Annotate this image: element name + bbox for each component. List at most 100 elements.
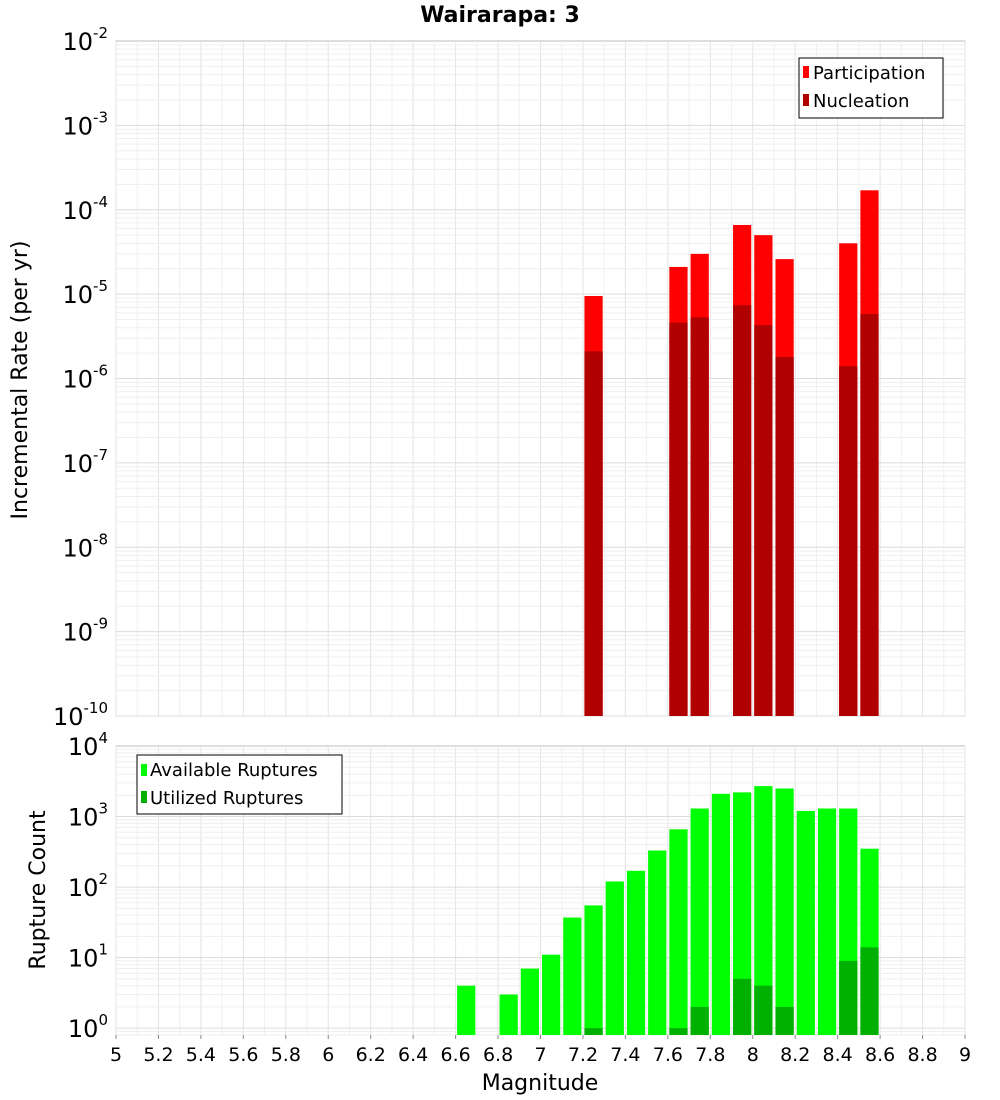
x-tick-label: 6.4 <box>398 1044 428 1066</box>
tick-base: 10 <box>68 874 99 902</box>
legend-label-utilized: Utilized Ruptures <box>150 788 303 809</box>
utilized-ruptures-bar <box>690 1006 709 1035</box>
bottom-y-tick-label: 103 <box>68 800 108 832</box>
bottom-y-tick-label: 102 <box>68 870 108 902</box>
top-gridlines <box>115 41 966 717</box>
nucleation-bar <box>733 305 752 716</box>
nucleation-bar <box>754 325 773 716</box>
x-tick-label: 8.6 <box>865 1044 895 1066</box>
utilized-ruptures-bar <box>754 985 773 1035</box>
x-tick-label: 5 <box>110 1044 122 1066</box>
tick-exponent: -7 <box>93 446 108 464</box>
utilized-ruptures-bar <box>733 978 752 1035</box>
x-tick-label: 6.8 <box>483 1044 513 1066</box>
tick-base: 10 <box>62 366 93 394</box>
available-ruptures-bar <box>733 792 752 1035</box>
bottom-y-tick-label: 104 <box>68 729 108 761</box>
tick-exponent: 1 <box>98 941 108 959</box>
x-ticks: 5 5.2 5.4 5.6 5.8 6 6.2 6.4 6.6 6.8 7 7.2 7.4 7.6 7.8 8… <box>110 1035 971 1066</box>
tick-exponent: -2 <box>93 24 108 42</box>
nucleation-bar <box>775 356 794 716</box>
legend-label-nucleation: Nucleation <box>813 91 909 112</box>
top-y-tick-label: 10-5 <box>62 277 108 309</box>
top-y-tick-label: 10-8 <box>62 530 108 562</box>
utilized-ruptures-bar <box>860 947 879 1035</box>
available-ruptures-bar <box>775 788 794 1035</box>
nucleation-bar <box>839 366 858 716</box>
legend-label-participation: Participation <box>813 63 925 84</box>
tick-exponent: -10 <box>84 699 109 717</box>
x-tick-label: 6.2 <box>356 1044 386 1066</box>
top-bars <box>584 190 879 717</box>
tick-base: 10 <box>68 733 99 761</box>
tick-exponent: -3 <box>93 108 108 126</box>
tick-base: 10 <box>62 281 93 309</box>
bottom-legend: Available Ruptures Utilized Ruptures <box>136 754 343 815</box>
legend-swatch-available <box>141 764 147 776</box>
tick-base: 10 <box>62 534 93 562</box>
x-axis-label: Magnitude <box>482 1071 599 1096</box>
tick-exponent: 4 <box>98 729 108 747</box>
available-ruptures-bar <box>499 994 518 1035</box>
chart-title: Wairarapa: 3 <box>420 3 580 28</box>
top-legend-box <box>798 57 944 119</box>
nucleation-bar <box>669 322 688 716</box>
top-legend: Participation Nucleation <box>798 57 944 119</box>
utilized-ruptures-bar <box>775 1006 794 1035</box>
bottom-y-tick-label: 101 <box>68 941 108 973</box>
nucleation-bar <box>860 314 879 716</box>
legend-swatch-utilized <box>141 791 147 803</box>
tick-base: 10 <box>62 619 93 647</box>
x-tick-label: 8.8 <box>907 1044 937 1066</box>
tick-base: 10 <box>68 945 99 973</box>
available-ruptures-bar <box>584 905 603 1035</box>
x-tick-label: 6.6 <box>440 1044 470 1066</box>
bottom-legend-box <box>136 754 343 815</box>
nucleation-bar <box>584 351 603 716</box>
utilized-ruptures-bar <box>584 1028 603 1035</box>
available-ruptures-bar <box>457 985 476 1035</box>
tick-exponent: 2 <box>98 870 108 888</box>
available-ruptures-bar <box>711 793 731 1035</box>
bottom-bars <box>457 786 879 1035</box>
available-ruptures-bar <box>520 968 539 1035</box>
bottom-y-axis-label: Rupture Count <box>26 810 51 970</box>
tick-base: 10 <box>62 450 93 478</box>
x-tick-label: 6 <box>322 1044 334 1066</box>
x-tick-label: 7.8 <box>695 1044 725 1066</box>
x-tick-label: 8.2 <box>780 1044 810 1066</box>
tick-base: 10 <box>68 1015 99 1043</box>
tick-base: 10 <box>53 703 84 731</box>
bottom-y-tick-label: 100 <box>68 1011 108 1043</box>
top-y-tick-label: 10-9 <box>62 615 108 647</box>
x-tick-label: 5.2 <box>143 1044 173 1066</box>
top-y-tick-label: 10-4 <box>62 193 108 225</box>
available-ruptures-bar <box>817 808 837 1035</box>
top-y-tick-label: 10-2 <box>62 24 108 56</box>
tick-exponent: -4 <box>93 193 108 211</box>
available-ruptures-bar <box>690 808 709 1035</box>
utilized-ruptures-bar <box>839 960 858 1035</box>
x-tick-label: 7.6 <box>653 1044 683 1066</box>
tick-exponent: 0 <box>98 1011 108 1029</box>
x-tick-label: 5.8 <box>271 1044 301 1066</box>
legend-label-available: Available Ruptures <box>150 760 318 781</box>
available-ruptures-bar <box>626 870 646 1035</box>
available-ruptures-bar <box>796 810 815 1035</box>
available-ruptures-bar <box>605 881 624 1035</box>
top-y-tick-label: 10-10 <box>53 699 108 731</box>
x-tick-label: 7.4 <box>610 1044 640 1066</box>
tick-base: 10 <box>62 112 93 140</box>
available-ruptures-bar <box>754 786 773 1035</box>
utilized-ruptures-bar <box>669 1028 688 1035</box>
top-y-tick-label: 10-6 <box>62 362 108 394</box>
available-ruptures-bar <box>648 850 667 1035</box>
available-ruptures-bar <box>669 829 688 1035</box>
x-tick-label: 7 <box>534 1044 546 1066</box>
tick-exponent: -9 <box>93 615 108 633</box>
tick-exponent: -6 <box>93 362 108 380</box>
tick-exponent: -8 <box>93 530 108 548</box>
